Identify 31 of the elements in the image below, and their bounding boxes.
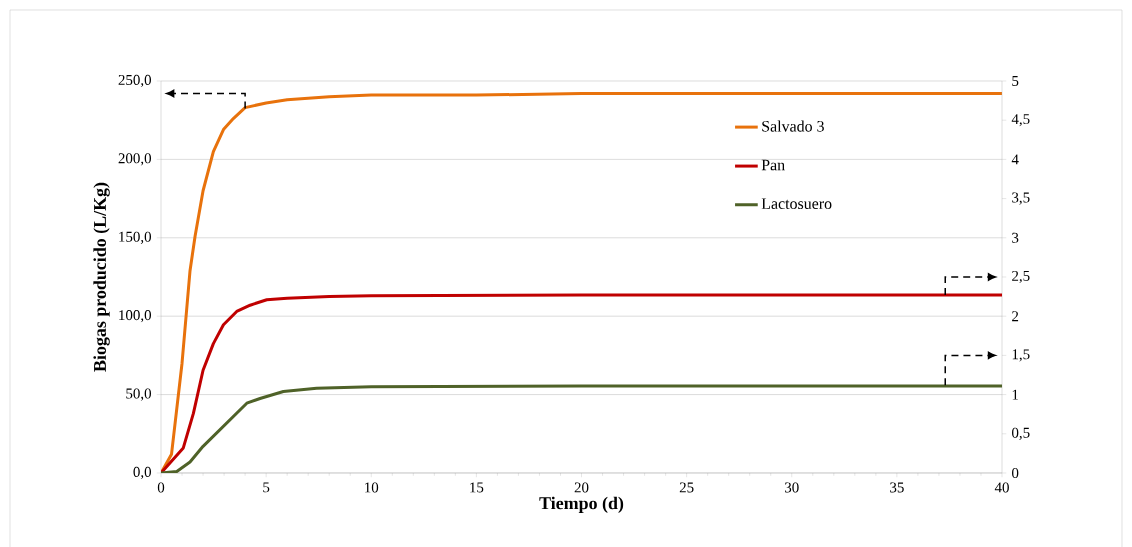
y-tick-label: 0,0	[133, 466, 152, 480]
y-tick-label: 100,0	[119, 310, 152, 323]
y-axis-title: Biogas producido (L/Kg)	[93, 182, 110, 372]
y2-tick-label: 1,5	[1012, 349, 1030, 362]
y2-tick-label: 2,5	[1012, 270, 1030, 284]
y2-tick-label: 4	[1011, 154, 1019, 165]
y-tick-label: 250,0	[118, 74, 152, 88]
x-tick-label: 10	[365, 482, 379, 493]
y2-tick-label: 0	[1012, 467, 1019, 479]
y-tick-label: 50,0	[126, 388, 152, 401]
y2-tick-label: 3,5	[1012, 192, 1030, 205]
legend-label: Lactosuero	[761, 198, 832, 209]
y2-tick-label: 3	[1012, 232, 1019, 243]
y2-tick-label: 1	[1012, 389, 1019, 400]
y2-tick-label: 4,5	[1011, 114, 1030, 127]
legend-label: Salvado 3	[762, 120, 824, 132]
y2-tick-label: 2	[1012, 311, 1019, 322]
x-tick-label: 5	[263, 482, 270, 493]
x-tick-label: 40	[994, 482, 1009, 493]
x-tick-label: 0	[157, 482, 165, 493]
legend-label: Pan	[761, 159, 785, 171]
x-tick-label: 20	[574, 482, 589, 493]
x-tick-label: 35	[890, 482, 904, 493]
x-tick-label: 25	[679, 482, 694, 493]
x-tick-label: 15	[470, 482, 484, 493]
y2-tick-label: 5	[1012, 76, 1019, 86]
y2-tick-label: 0,5	[1012, 427, 1030, 440]
x-axis-title: Tiempo (d)	[539, 496, 624, 513]
y-tick-label: 200,0	[118, 153, 152, 166]
y-tick-label: 150,0	[119, 231, 152, 244]
x-tick-label: 30	[785, 482, 799, 493]
